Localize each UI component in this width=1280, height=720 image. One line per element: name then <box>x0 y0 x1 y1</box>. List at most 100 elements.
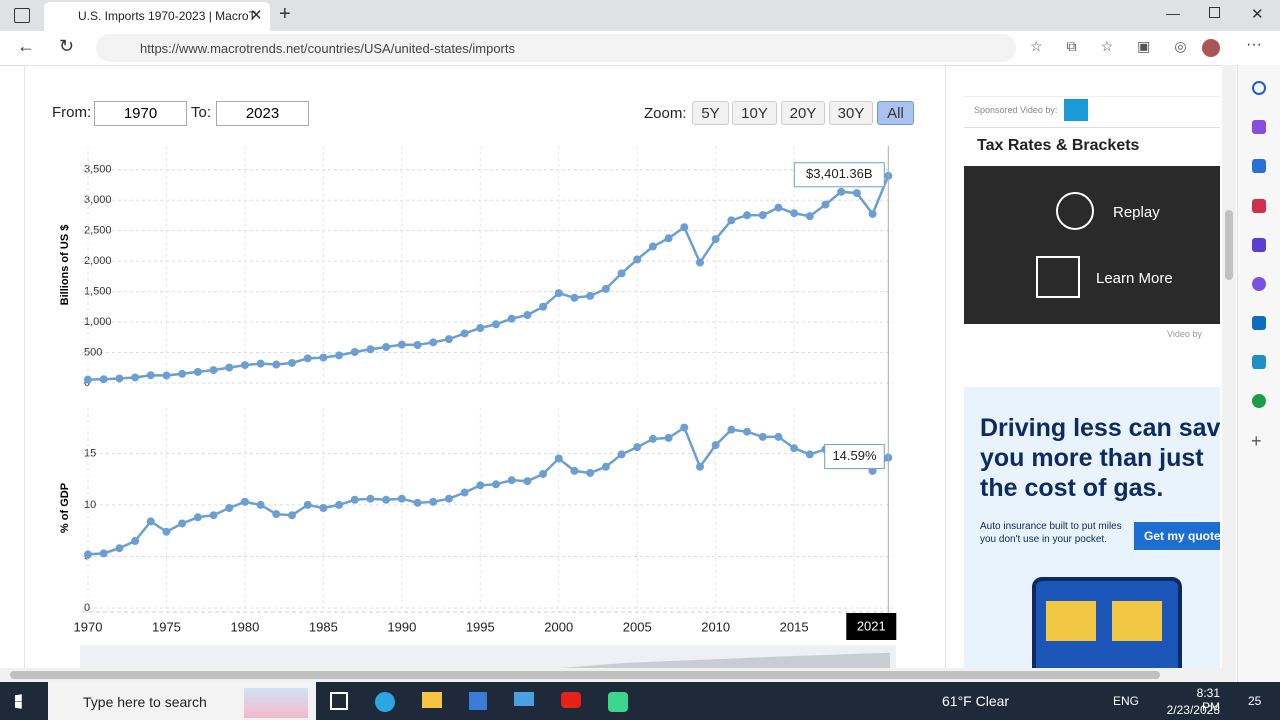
sidebar-icon[interactable] <box>1252 316 1266 330</box>
zoom-button[interactable]: All <box>877 101 914 125</box>
to-input[interactable]: 2023 <box>216 101 309 126</box>
data-point <box>570 293 579 302</box>
sidebar-icon[interactable] <box>1252 199 1266 213</box>
start-button[interactable] <box>15 694 22 709</box>
data-point <box>350 495 359 504</box>
y-tick-label: 0 <box>84 602 90 614</box>
restore[interactable] <box>1209 7 1220 18</box>
new-tab[interactable]: + <box>279 3 291 25</box>
zoom-button[interactable]: 30Y <box>829 101 873 125</box>
back-button[interactable]: ← <box>17 36 35 56</box>
body-line: Auto insurance built to put miles <box>980 521 1122 532</box>
mail[interactable] <box>514 692 534 706</box>
x-tick-label: 2015 <box>780 619 809 634</box>
sidebar-add[interactable]: + <box>1251 431 1262 451</box>
sidebar-icon[interactable] <box>1252 394 1266 408</box>
y-tick-label: 1,500 <box>84 286 112 298</box>
data-point <box>758 211 767 220</box>
data-point <box>460 488 469 497</box>
sidebar-icon[interactable] <box>1252 238 1266 252</box>
video-player[interactable]: Replay Learn More <box>964 166 1220 324</box>
sidebar-search[interactable] <box>1252 81 1266 95</box>
tab-close[interactable]: ✕ <box>250 7 263 24</box>
data-point <box>146 517 155 526</box>
task-view[interactable] <box>330 692 348 710</box>
y-tick-label: 1,000 <box>84 316 112 328</box>
sponsor-logo <box>1064 99 1088 121</box>
edge[interactable] <box>375 692 395 712</box>
menu[interactable]: ··· <box>1246 36 1262 53</box>
reload-button[interactable]: ↻ <box>59 36 75 56</box>
sidebar: + <box>1237 65 1280 682</box>
data-point <box>491 320 500 329</box>
x-tick-label: 1995 <box>466 619 495 634</box>
replay[interactable]: Replay <box>1113 204 1160 221</box>
time[interactable]: 8:31 PM <box>1196 686 1220 714</box>
data-point <box>84 550 92 559</box>
insurance-ad[interactable]: Driving less can save you more than just… <box>964 387 1220 668</box>
data-point <box>146 371 155 380</box>
y-tick-label: 500 <box>84 346 102 358</box>
data-point <box>491 480 500 489</box>
address-bar[interactable]: https://www.macrotrends.net/countries/US… <box>96 34 1016 62</box>
language[interactable]: ENG <box>1113 694 1140 708</box>
data-point <box>397 494 406 503</box>
zoom-button[interactable]: 5Y <box>692 101 729 125</box>
data-point <box>554 289 563 298</box>
range-navigator[interactable] <box>80 645 896 668</box>
learn-more-icon[interactable] <box>1036 256 1080 298</box>
tab-bar: U.S. Imports 1970-2023 | MacroT ✕ + — ✕ <box>0 0 1280 31</box>
data-point <box>539 469 548 478</box>
notifications[interactable]: 25 <box>1248 694 1262 708</box>
data-point <box>648 434 657 443</box>
data-point <box>303 500 312 509</box>
explorer[interactable] <box>422 692 442 708</box>
data-point <box>413 341 422 350</box>
ad-cta[interactable]: Get my quote <box>1134 522 1220 550</box>
close-window[interactable]: ✕ <box>1251 6 1264 23</box>
x-tick-label: 1970 <box>74 619 103 634</box>
x-tick-label: 2005 <box>623 619 652 634</box>
data-point <box>790 209 799 218</box>
video-ad: Sponsored Video by: Tax Rates & Brackets… <box>964 96 1220 347</box>
sidebar-icon[interactable] <box>1252 355 1266 369</box>
weather[interactable]: 61°F Clear <box>942 693 1010 709</box>
data-point <box>774 203 783 212</box>
zoom-button[interactable]: 10Y <box>732 101 777 125</box>
zoom-button[interactable]: 20Y <box>781 101 825 125</box>
date[interactable]: 2/23/2023 <box>1166 703 1220 717</box>
data-point <box>131 536 140 545</box>
search-box[interactable]: Type here to search <box>48 682 316 720</box>
horizontal-scrollbar[interactable] <box>0 668 1236 682</box>
store[interactable] <box>469 692 487 710</box>
data-point <box>225 504 234 512</box>
x-highlight-label: 2021 <box>857 618 886 633</box>
from-input[interactable]: 1970 <box>94 101 187 126</box>
data-point <box>507 314 516 323</box>
app[interactable] <box>608 692 628 712</box>
data-point <box>193 513 202 522</box>
data-point <box>397 340 406 349</box>
toolbar-icons[interactable]: ☆ ⧉ ☆ ▣ ◎ <box>1030 38 1187 54</box>
tab-actions[interactable] <box>14 8 30 23</box>
sidebar-icon[interactable] <box>1252 120 1266 134</box>
data-point <box>287 358 296 367</box>
tab[interactable]: U.S. Imports 1970-2023 | MacroT ✕ <box>44 2 270 31</box>
headline-line: you more than just <box>980 444 1204 472</box>
data-point <box>99 375 108 384</box>
replay-icon[interactable] <box>1056 192 1094 230</box>
youtube[interactable] <box>561 692 581 708</box>
series-line <box>87 425 890 556</box>
profile[interactable] <box>1202 39 1220 57</box>
ad-illustration <box>1032 577 1182 668</box>
sidebar-icon[interactable] <box>1252 277 1266 291</box>
data-point <box>476 481 485 490</box>
learn-more[interactable]: Learn More <box>1096 270 1173 287</box>
data-point <box>131 373 140 382</box>
minimize[interactable]: — <box>1166 5 1180 21</box>
data-point <box>225 363 234 372</box>
y-tick-label: 15 <box>84 447 96 459</box>
from-label: From: <box>52 104 92 121</box>
vertical-scrollbar[interactable] <box>1222 65 1236 668</box>
sidebar-icon[interactable] <box>1252 159 1266 173</box>
